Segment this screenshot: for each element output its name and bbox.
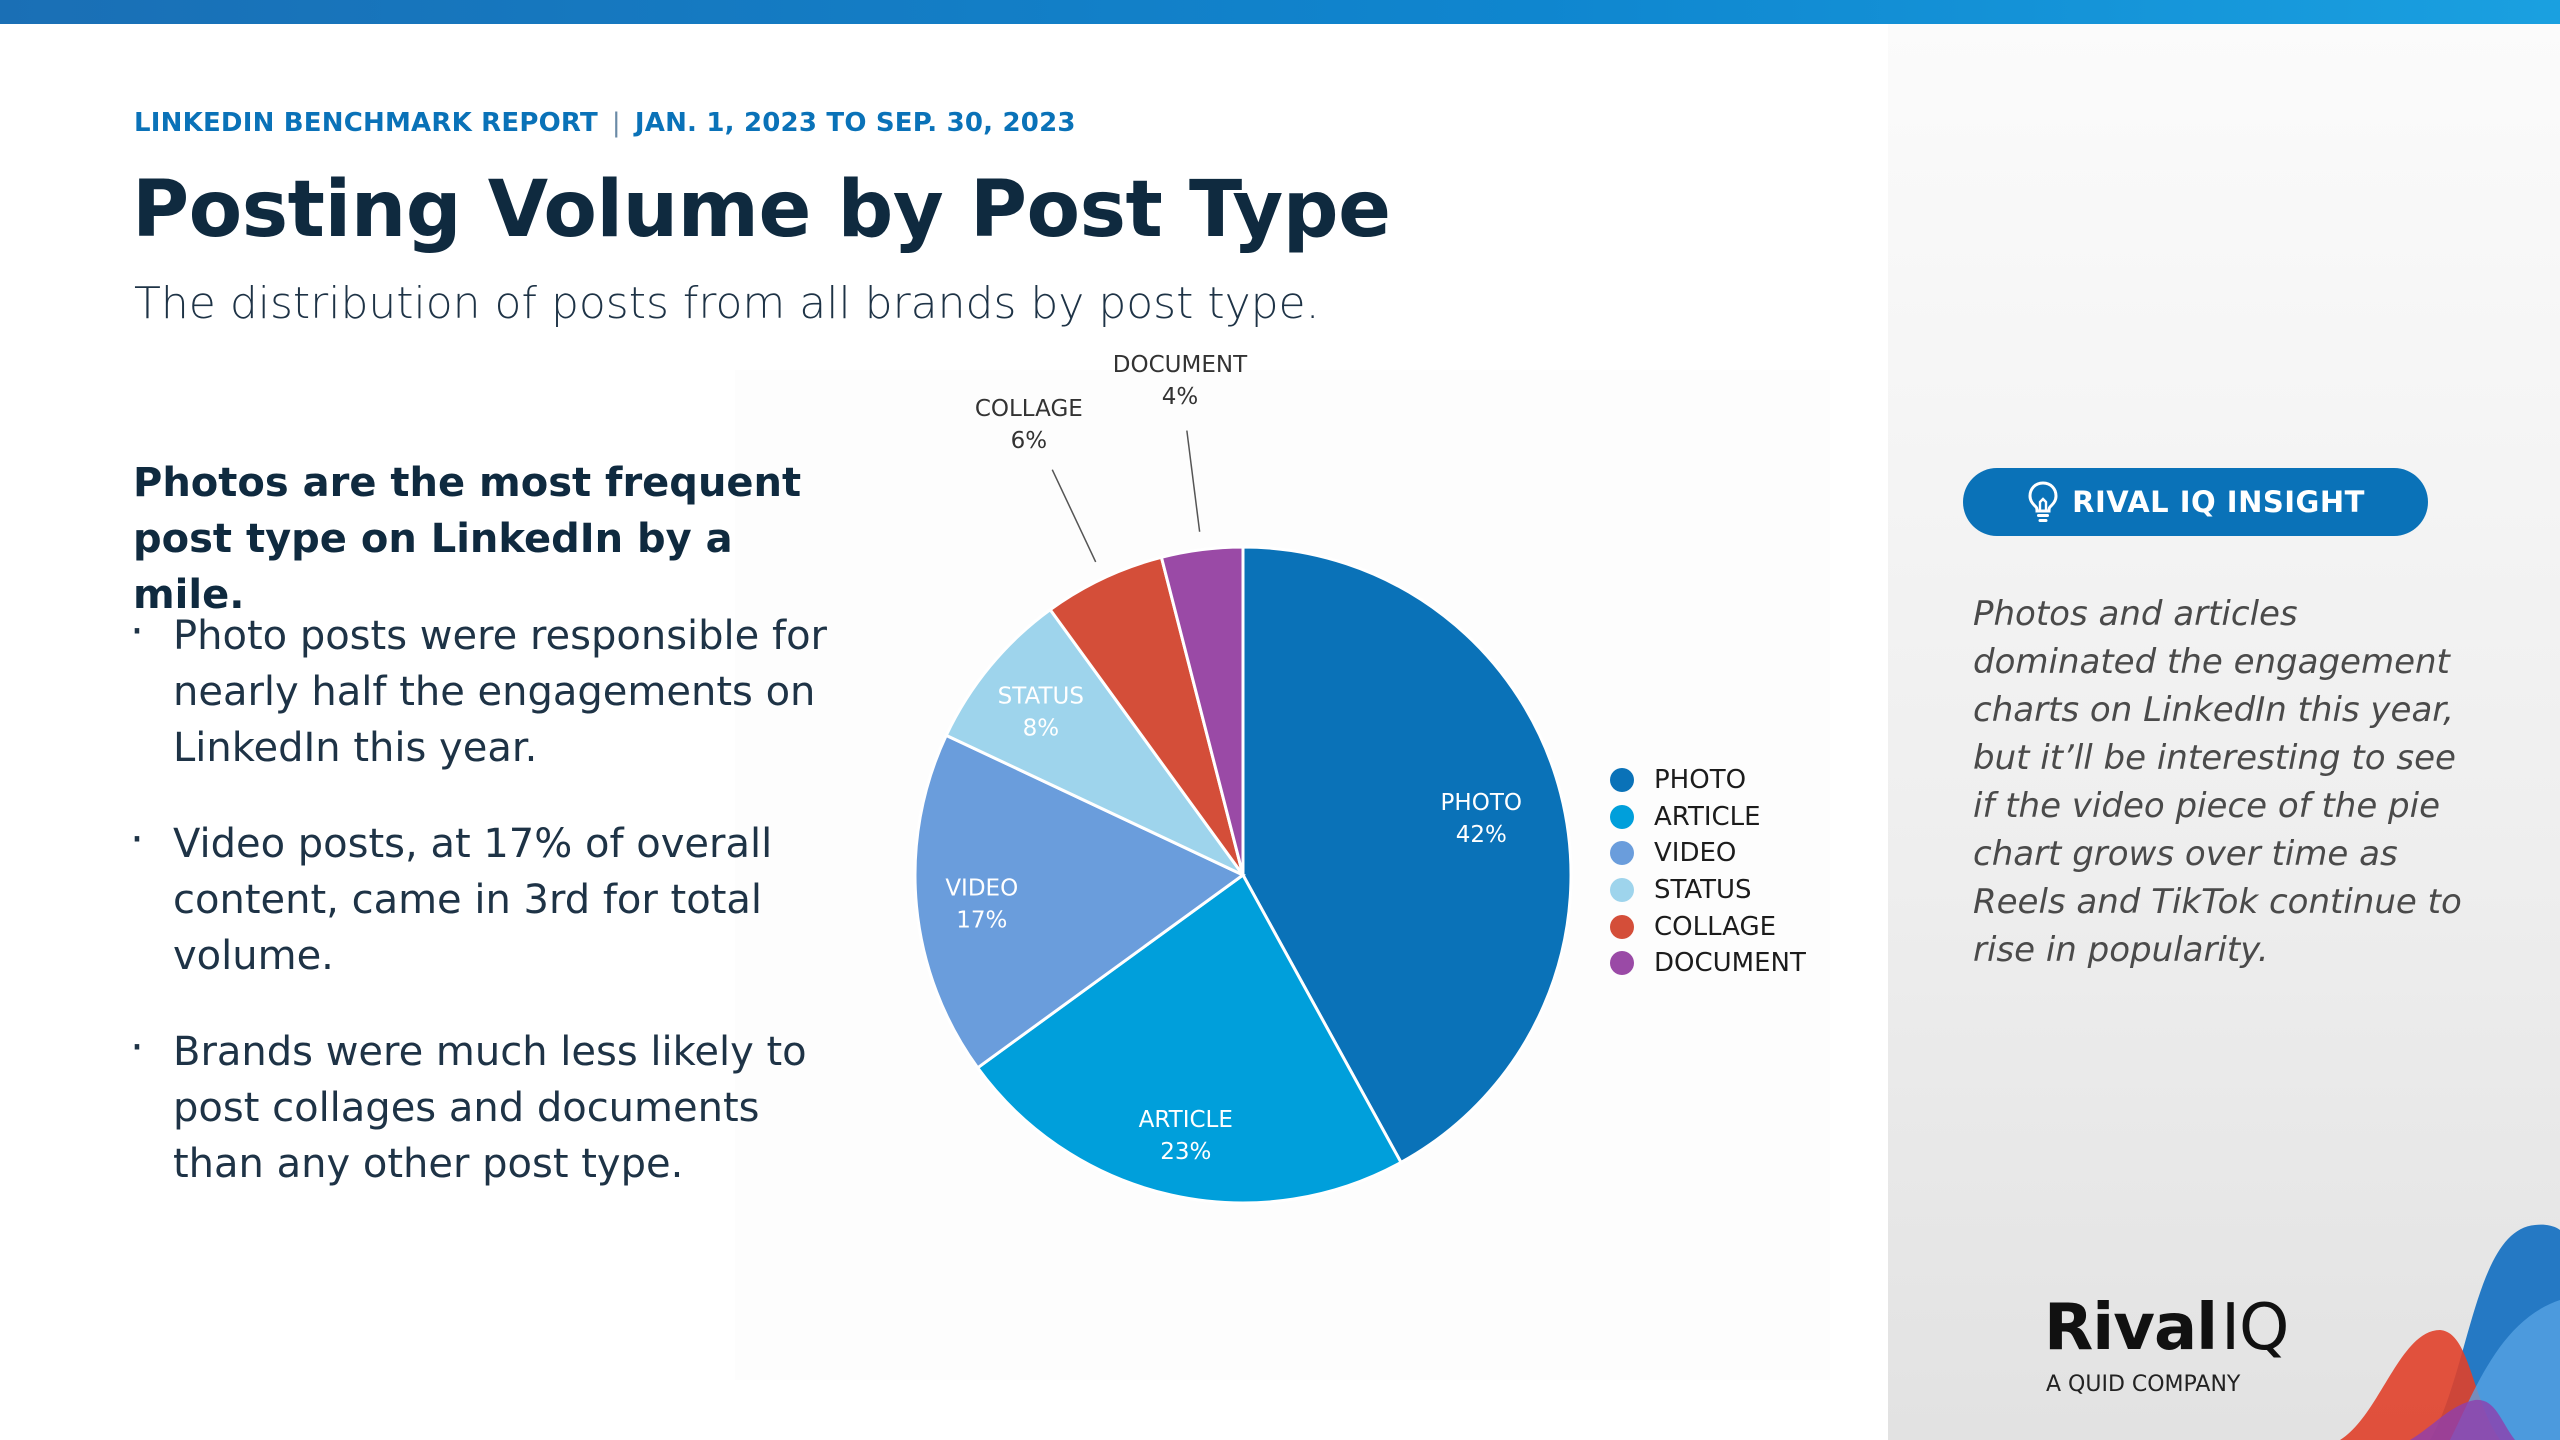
- insight-side-panel: [1888, 24, 2560, 1440]
- page-title: Posting Volume by Post Type: [132, 165, 1391, 255]
- legend-item: COLLAGE: [1610, 908, 1806, 945]
- logo-main: Rival: [2044, 1291, 2218, 1365]
- logo-tagline: A QUID COMPANY: [2046, 1372, 2241, 1397]
- insight-pill: RIVAL IQ INSIGHT: [1963, 468, 2428, 536]
- insight-pill-label: RIVAL IQ INSIGHT: [2072, 485, 2365, 519]
- report-date-range: JAN. 1, 2023 TO SEP. 30, 2023: [634, 108, 1076, 138]
- summary-bullet: Video posts, at 17% of overall content, …: [130, 812, 850, 984]
- summary-bullet-list: Photo posts were responsible for nearly …: [130, 604, 850, 1232]
- chart-legend: PHOTO ARTICLE VIDEO STATUS COLLAGE DOCUM…: [1610, 762, 1806, 982]
- legend-item: DOCUMENT: [1610, 945, 1806, 982]
- legend-swatch: [1610, 841, 1634, 866]
- page-subtitle: The distribution of posts from all brand…: [134, 278, 1320, 329]
- legend-swatch: [1610, 878, 1634, 903]
- legend-label: VIDEO: [1654, 838, 1737, 869]
- eyebrow-separator: |: [611, 108, 621, 138]
- report-name: LINKEDIN BENCHMARK REPORT: [134, 108, 598, 138]
- summary-headline: Photos are the most frequent post type o…: [133, 460, 802, 618]
- legend-item: STATUS: [1610, 872, 1806, 909]
- top-accent-bar: [0, 0, 2560, 24]
- legend-swatch: [1610, 804, 1634, 829]
- legend-label: STATUS: [1654, 875, 1752, 906]
- legend-swatch: [1610, 914, 1634, 939]
- legend-item: ARTICLE: [1610, 799, 1806, 836]
- legend-label: DOCUMENT: [1654, 948, 1806, 979]
- report-eyebrow: LINKEDIN BENCHMARK REPORT | JAN. 1, 2023 T…: [134, 108, 1076, 138]
- legend-swatch: [1610, 951, 1634, 976]
- legend-swatch: [1610, 768, 1634, 793]
- logo-iq: IQ: [2221, 1291, 2289, 1365]
- lightbulb-icon: [2028, 481, 2058, 522]
- summary-bullet: Photo posts were responsible for nearly …: [130, 604, 850, 776]
- legend-label: PHOTO: [1654, 765, 1747, 796]
- insight-text: Photos and articles dominated the engage…: [1973, 594, 2462, 970]
- legend-item: PHOTO: [1610, 762, 1806, 799]
- rival-iq-logo: RivalIQ: [2044, 1296, 2289, 1360]
- decorative-waves: [2340, 1224, 2560, 1440]
- legend-label: ARTICLE: [1654, 801, 1761, 832]
- summary-bullet: Brands were much less likely to post col…: [130, 1020, 850, 1192]
- legend-item: VIDEO: [1610, 835, 1806, 872]
- legend-label: COLLAGE: [1654, 911, 1777, 942]
